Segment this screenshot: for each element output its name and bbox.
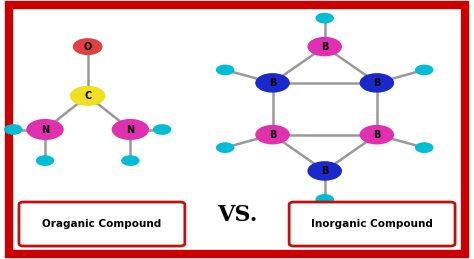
Circle shape <box>360 74 393 92</box>
Text: VS.: VS. <box>217 204 257 226</box>
Text: B: B <box>321 166 328 176</box>
Circle shape <box>308 162 341 180</box>
FancyBboxPatch shape <box>19 202 185 246</box>
Text: B: B <box>269 130 276 140</box>
Circle shape <box>36 156 54 165</box>
Text: B: B <box>321 42 328 52</box>
Circle shape <box>416 143 433 152</box>
Circle shape <box>256 74 289 92</box>
Circle shape <box>316 195 333 204</box>
Text: O: O <box>83 42 92 52</box>
Circle shape <box>217 143 234 152</box>
Circle shape <box>256 126 289 144</box>
Text: B: B <box>373 130 381 140</box>
FancyBboxPatch shape <box>9 5 465 254</box>
Circle shape <box>73 39 102 54</box>
Text: B: B <box>269 78 276 88</box>
Text: C: C <box>84 91 91 101</box>
Circle shape <box>5 125 22 134</box>
Circle shape <box>71 87 105 105</box>
Circle shape <box>27 120 63 139</box>
Circle shape <box>360 126 393 144</box>
Circle shape <box>308 38 341 56</box>
Circle shape <box>112 120 148 139</box>
Circle shape <box>217 65 234 75</box>
Circle shape <box>122 156 139 165</box>
Text: Oraganic Compound: Oraganic Compound <box>42 219 162 229</box>
Circle shape <box>416 65 433 75</box>
Text: Inorganic Compound: Inorganic Compound <box>311 219 433 229</box>
FancyBboxPatch shape <box>289 202 455 246</box>
Circle shape <box>316 13 333 23</box>
Text: B: B <box>373 78 381 88</box>
Text: N: N <box>41 125 49 134</box>
Text: N: N <box>126 125 135 134</box>
Circle shape <box>154 125 171 134</box>
